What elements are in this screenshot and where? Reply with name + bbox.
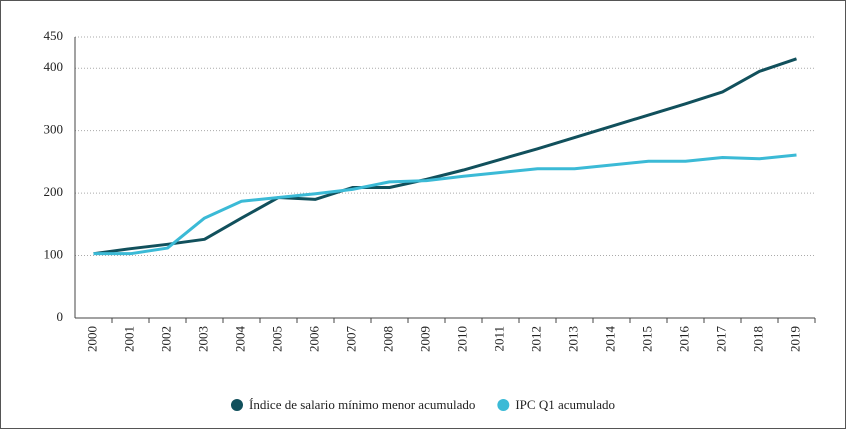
x-tick-label: 2015 (639, 326, 654, 352)
x-tick-label: 2001 (121, 326, 136, 352)
y-tick-label: 400 (44, 59, 64, 74)
x-tick-label: 2009 (417, 326, 432, 352)
x-tick-label: 2005 (269, 326, 284, 352)
x-tick-label: 2014 (602, 326, 617, 353)
legend-label: IPC Q1 acumulado (515, 397, 615, 412)
y-tick-label: 200 (44, 184, 64, 199)
line-series (93, 153, 797, 256)
x-tick-label: 2008 (380, 326, 395, 352)
line-series (93, 57, 797, 256)
x-tick-label: 2006 (306, 326, 321, 353)
x-tick-label: 2019 (787, 326, 802, 352)
x-tick-label: 2000 (84, 326, 99, 352)
y-tick-label: 300 (44, 122, 64, 137)
legend-marker (230, 399, 243, 411)
x-tick-label: 2003 (195, 326, 210, 352)
x-tick-label: 2002 (158, 326, 173, 352)
x-tick-label: 2012 (528, 326, 543, 352)
legend-label: Índice de salario mínimo menor acumulado (249, 397, 475, 412)
x-tick-label: 2011 (491, 326, 506, 352)
y-tick-label: 0 (57, 309, 64, 324)
legend: Índice de salario mínimo menor acumulado… (230, 397, 615, 412)
x-tick-label: 2013 (565, 326, 580, 352)
y-tick-label: 100 (44, 247, 64, 262)
x-tick-label: 2010 (454, 326, 469, 352)
x-tick-label: 2016 (676, 326, 691, 353)
x-tick-label: 2017 (713, 326, 728, 353)
x-tick-label: 2007 (343, 326, 358, 353)
legend-marker (497, 399, 510, 411)
x-tick-label: 2004 (232, 326, 247, 353)
x-tick-label: 2018 (750, 326, 765, 352)
y-tick-label: 450 (44, 28, 64, 43)
